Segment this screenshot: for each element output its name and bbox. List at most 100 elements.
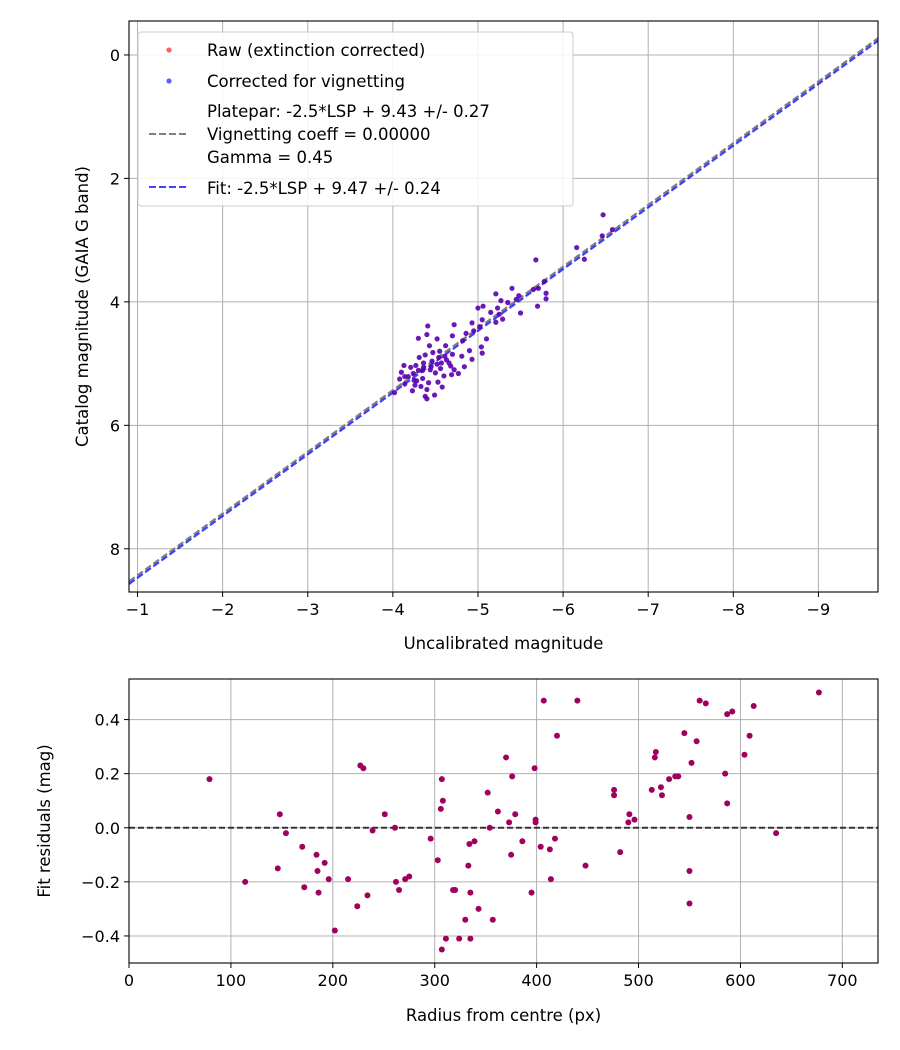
residual-point	[815, 689, 822, 696]
x-tick-label: 500	[623, 971, 654, 990]
residual-point	[651, 754, 658, 761]
residual-point	[722, 770, 729, 777]
star-point	[413, 362, 419, 369]
bottom-y-axis-label: Fit residuals (mag)	[35, 744, 54, 897]
residual-point	[693, 738, 700, 745]
x-tick-label: −4	[381, 600, 405, 619]
residual-point	[773, 830, 780, 837]
star-point	[443, 343, 449, 349]
residual-point	[741, 751, 748, 758]
star-point	[460, 338, 466, 344]
residual-point	[611, 792, 618, 799]
star-point	[574, 244, 580, 251]
star-point	[477, 323, 483, 330]
star-point	[581, 256, 587, 262]
star-point	[449, 351, 456, 357]
y-tick-label: 0.0	[95, 819, 120, 838]
residual-point	[282, 830, 289, 837]
y-tick-label: 6	[110, 416, 120, 435]
star-point	[479, 317, 485, 323]
star-point	[439, 384, 445, 390]
fit-line	[129, 39, 878, 585]
residual-point	[467, 889, 474, 896]
residual-point	[360, 765, 367, 772]
y-tick-label: −0.4	[81, 927, 120, 946]
x-tick-label: 100	[216, 971, 247, 990]
star-point	[420, 364, 427, 370]
residual-point	[354, 903, 361, 910]
residual-point	[611, 786, 618, 793]
star-point	[416, 354, 422, 361]
star-point	[415, 367, 421, 373]
legend-box	[137, 31, 574, 207]
star-point	[420, 375, 426, 382]
residual-point	[686, 813, 693, 820]
star-point	[420, 360, 427, 366]
star-point	[448, 372, 455, 378]
residual-point	[688, 759, 695, 766]
residual-point	[547, 876, 554, 883]
residual-point	[746, 732, 753, 739]
y-tick-label: 0.2	[95, 765, 120, 784]
star-point	[402, 373, 408, 380]
star-point	[438, 360, 444, 366]
residual-point	[466, 840, 473, 847]
y-tick-label: 4	[110, 293, 120, 312]
residual-point	[540, 697, 547, 704]
residual-point	[696, 697, 703, 704]
residual-point	[364, 892, 371, 899]
star-point	[415, 335, 421, 341]
star-point	[426, 380, 432, 386]
star-point	[410, 370, 416, 377]
residual-point	[702, 700, 709, 707]
star-point	[469, 356, 475, 362]
star-point	[599, 233, 605, 239]
bottom-x-ticks: 0 100 200 300 400 500 600 700	[124, 963, 858, 990]
star-point	[424, 396, 430, 402]
star-point	[530, 286, 536, 293]
residual-point	[551, 835, 558, 842]
residual-point	[508, 851, 515, 858]
star-point	[463, 330, 469, 336]
star-point	[435, 379, 441, 385]
residual-point	[314, 868, 321, 875]
bottom-chart: 0 100 200 300 400 500 600 700 −0.4 −0.2 0.0 0.2 0.4…	[35, 678, 879, 1025]
star-point	[535, 285, 541, 291]
star-point	[500, 316, 506, 322]
star-point	[425, 323, 431, 329]
top-chart: −1 −2 −3 −4 −5 −6 −7 −8 −9 0 2 4 6 8 Uncalibrated ma…	[73, 20, 879, 653]
star-point	[534, 303, 541, 309]
star-point	[391, 390, 398, 396]
residual-point	[554, 732, 560, 739]
residual-point	[626, 811, 633, 818]
star-point	[412, 382, 418, 388]
x-tick-label: 400	[521, 971, 552, 990]
residual-point	[631, 816, 638, 823]
legend-label-raw: Raw (extinction corrected)	[207, 41, 425, 60]
bottom-axes-frame	[128, 678, 879, 964]
star-point	[517, 310, 524, 316]
y-tick-label: 0.4	[95, 711, 120, 730]
residual-point	[503, 754, 510, 761]
residual-point	[442, 935, 449, 942]
residual-point	[315, 889, 322, 896]
residual-point	[681, 730, 688, 737]
star-point	[422, 352, 428, 358]
star-point	[483, 336, 490, 342]
star-point	[466, 348, 473, 354]
legend-marker-corrected	[166, 78, 172, 84]
residual-point	[369, 827, 376, 834]
star-point	[424, 386, 430, 393]
star-point	[498, 298, 504, 304]
x-tick-label: 200	[318, 971, 349, 990]
residual-point	[313, 851, 320, 858]
residual-point	[427, 835, 434, 842]
bottom-plot-area	[129, 689, 878, 953]
star-point	[432, 370, 439, 376]
star-point	[451, 367, 457, 373]
star-point	[494, 305, 501, 311]
y-tick-label: 8	[110, 540, 120, 559]
star-point	[437, 348, 443, 354]
star-point	[600, 212, 606, 218]
